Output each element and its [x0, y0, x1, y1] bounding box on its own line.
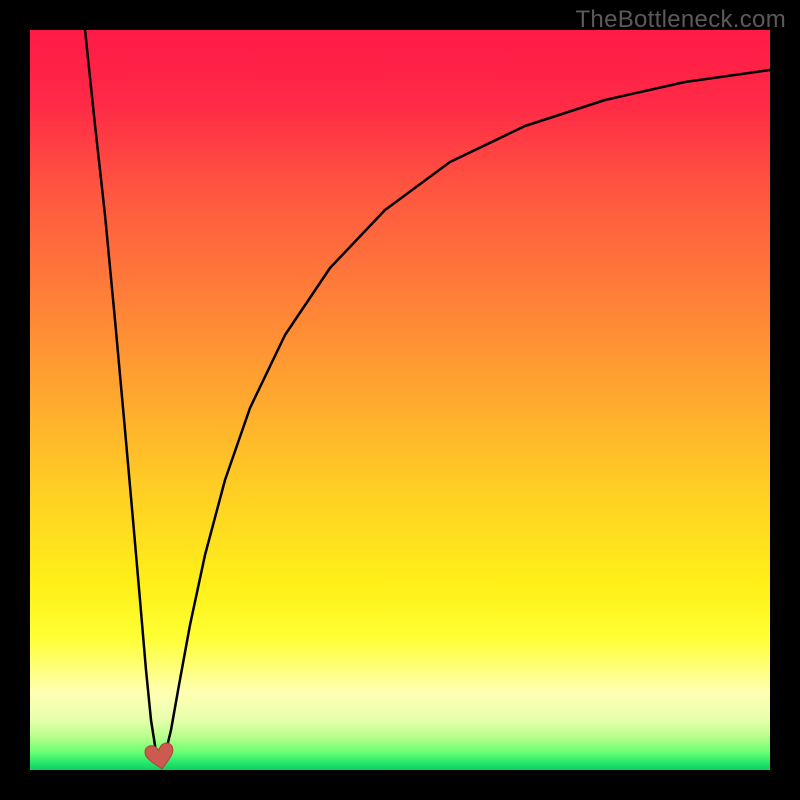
chart-container: TheBottleneck.com: [0, 0, 800, 800]
bottleneck-curve: [30, 30, 770, 770]
heart-marker-icon: [143, 741, 177, 770]
plot-area: [30, 30, 770, 770]
watermark-text: TheBottleneck.com: [575, 6, 786, 34]
